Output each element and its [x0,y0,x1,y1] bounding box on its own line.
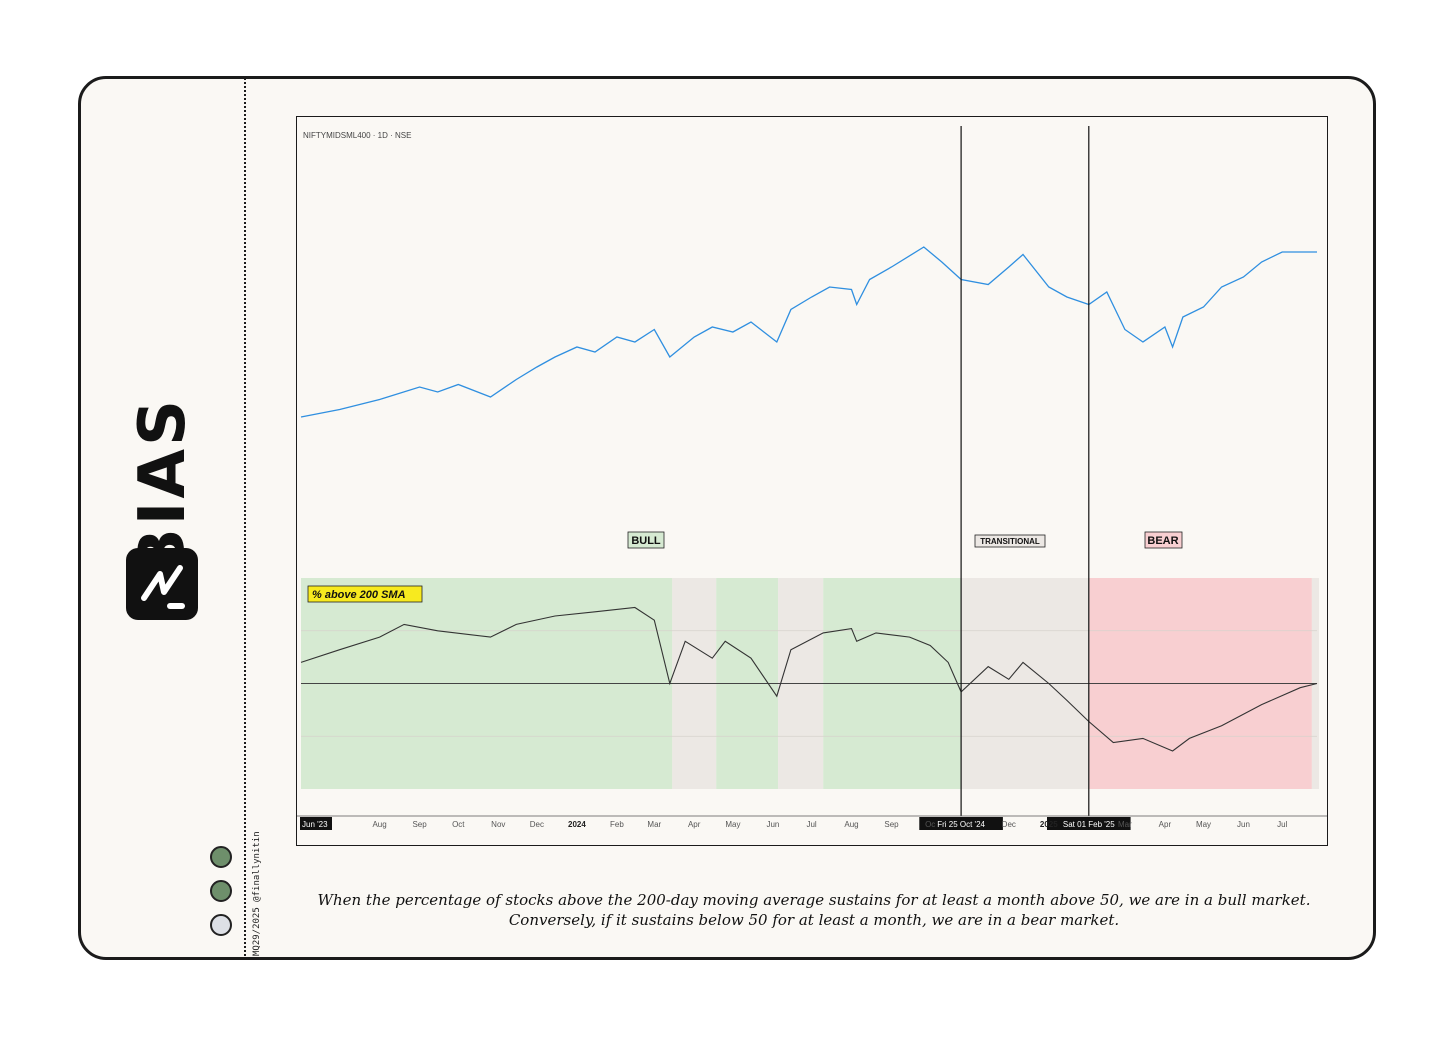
breadth-series-name: % above 200 SMA [312,589,406,601]
bear-label: BEAR [1147,535,1178,547]
transitional-label: TRANSITIONAL [980,537,1040,546]
x-tick-label: Apr [1159,820,1172,829]
x-tick-label: Sep [412,820,427,829]
status-dot-green-2 [210,880,232,902]
x-axis-ticks: Jun '23 Aug Sep Oct Nov Dec 2024 Feb Mar Apr May Ju… [300,817,1288,830]
credit-label: MQ29/2025 @finallynitin [250,831,264,956]
x-tick-label: Dec [1002,820,1016,829]
breadth-line [300,606,1318,752]
status-dot-green-1 [210,846,232,868]
chart-frame: NIFTYMIDSML400 · 1D · NSE % above 200 SM… [296,116,1328,846]
marker-label-1: Fri 25 Oct '24 [937,820,985,829]
x-tick-label: Dec [530,820,544,829]
x-tick-label: Mar [1118,820,1132,829]
x-tick-label: Oct [452,820,465,829]
marker-badge-1 [919,817,1003,830]
x-tick-label: 2025 [1040,820,1058,829]
marker-badge-2 [1047,817,1131,830]
breadth-series-label: % above 200 SMA [307,585,423,603]
breadth-gridlines [301,630,1317,737]
price-line [300,246,1317,418]
x-tick-label: 2024 [568,820,586,829]
chart-caption: When the percentage of stocks above the … [317,891,1311,929]
transitional-badge: TRANSITIONAL [974,534,1046,548]
x-tick-label: Jun [1237,820,1250,829]
marker-label-2: Sat 01 Feb '25 [1063,820,1115,829]
dotted-divider [244,78,246,960]
credit-text: MQ29/2025 @finallynitin [252,831,262,956]
bull-badge: BULL [627,531,665,549]
x-tick-label: Jun [766,820,779,829]
x-tick-label: Apr [688,820,701,829]
x-tick-label: Sep [884,820,899,829]
x-tick-label: May [1196,820,1211,829]
date-markers: Fri 25 Oct '24 Sat 01 Feb '25 [919,126,1131,830]
axis-start-label: Jun '23 [302,820,328,829]
price-chart-title: NIFTYMIDSML400 · 1D · NSE [303,131,411,140]
x-tick-label: Oc [925,820,935,829]
x-tick-label: Aug [372,820,386,829]
x-tick-label: Nov [491,820,505,829]
chart-svg: NIFTYMIDSML400 · 1D · NSE % above 200 SM… [297,126,1327,830]
x-tick-label: Feb [610,820,624,829]
x-tick-label: Mar [647,820,661,829]
x-tick-label: Jul [1277,820,1287,829]
x-tick-label: Jul [806,820,816,829]
brand-logo: BIAS [126,397,200,624]
status-dot-gray [210,914,232,936]
x-tick-label: May [725,820,740,829]
bear-badge: BEAR [1144,531,1183,549]
bull-label: BULL [631,535,661,547]
x-tick-label: Aug [844,820,858,829]
axis-start-badge [300,817,332,830]
brand-arrow-icon [126,548,198,620]
